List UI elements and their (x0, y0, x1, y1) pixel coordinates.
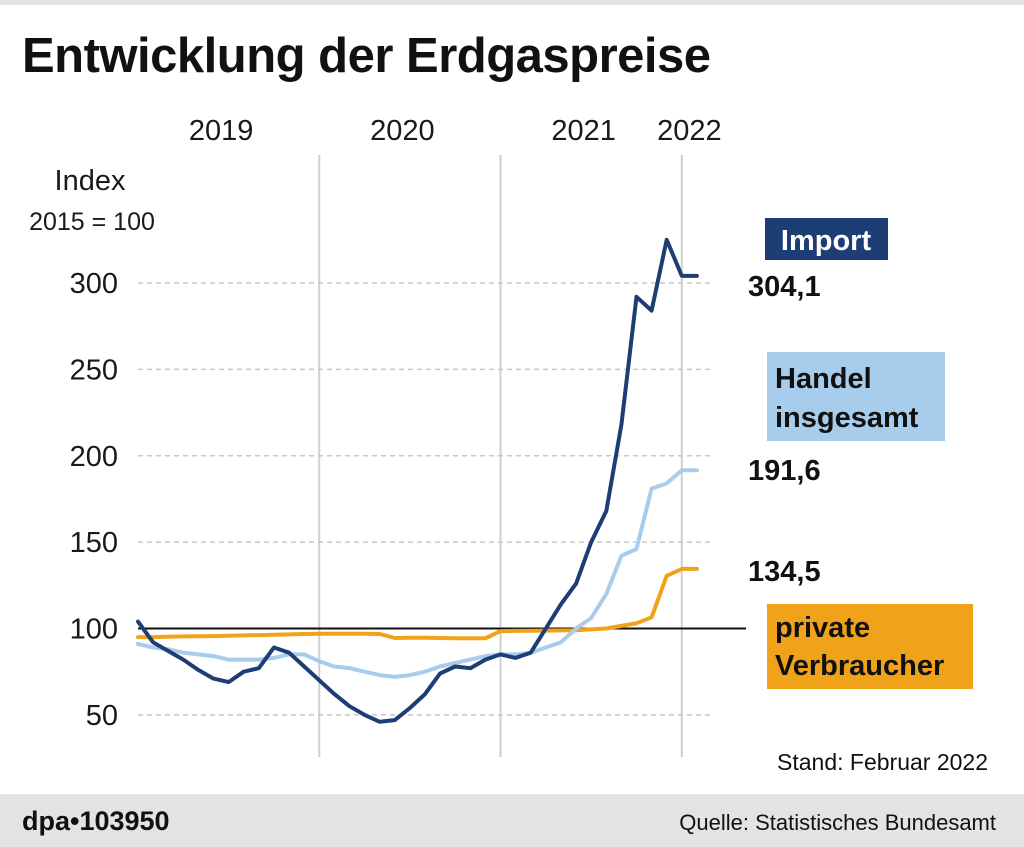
year-label: 2022 (657, 115, 722, 147)
year-label: 2019 (189, 115, 254, 147)
dpa-graphic-id: dpa•103950 (22, 806, 170, 836)
y-tick-label: 50 (86, 700, 118, 732)
legend-label-import: Import (781, 225, 872, 257)
value-label-handel: 191,6 (748, 455, 821, 487)
y-tick-label: 250 (70, 354, 118, 386)
value-label-import: 304,1 (748, 271, 821, 303)
legend-label-private-line1: private (775, 612, 870, 644)
y-axis-note: 2015 = 100 (29, 208, 155, 236)
series-line-private (136, 566, 699, 641)
series-line-import (136, 237, 699, 724)
legend-box-handel (767, 352, 945, 441)
source-text: Quelle: Statistisches Bundesamt (679, 810, 996, 835)
value-label-private: 134,5 (748, 556, 821, 588)
year-label: 2021 (551, 115, 616, 147)
y-axis-label: Index (55, 165, 126, 197)
legend-label-handel-line1: Handel (775, 363, 872, 395)
y-tick-label: 300 (70, 268, 118, 300)
stand-date: Stand: Februar 2022 (777, 749, 988, 775)
series-line-handel (136, 468, 699, 679)
year-label: 2020 (370, 115, 435, 147)
y-tick-label: 200 (70, 441, 118, 473)
top-rule (0, 0, 1024, 5)
legend-label-private-line2: Verbraucher (775, 650, 944, 682)
chart-title: Entwicklung der Erdgaspreise (22, 29, 711, 83)
y-tick-label: 150 (70, 527, 118, 559)
footer-bar: dpa•103950 Quelle: Statistisches Bundesa… (0, 794, 1024, 847)
y-tick-label: 100 (70, 614, 118, 646)
legend-box-import (765, 218, 888, 260)
legend-box-private (767, 604, 973, 689)
legend-label-handel-line2: insgesamt (775, 402, 919, 434)
